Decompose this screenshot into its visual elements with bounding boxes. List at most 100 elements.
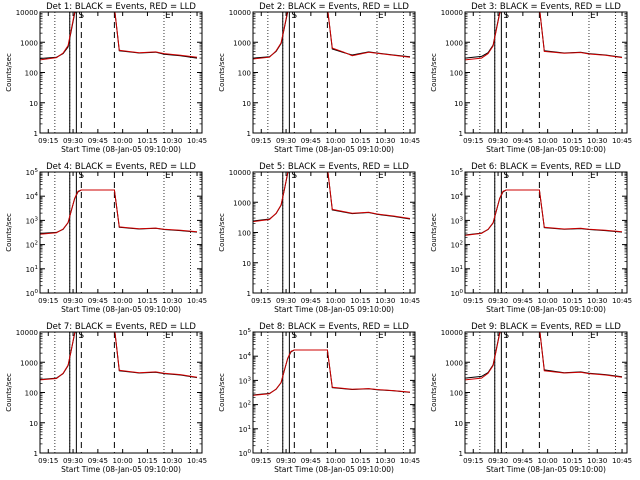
- x-tick-label: 10:45: [612, 297, 632, 305]
- x-tick-label: 09:30: [63, 137, 83, 145]
- x-tick-label: 10:15: [137, 457, 157, 465]
- y-tick-label: 10: [242, 260, 251, 268]
- panel-title: Det 7: BLACK = Events, RED = LLD: [46, 322, 196, 332]
- series-line-events: [40, 189, 198, 234]
- y-tick-label: 104: [451, 192, 464, 201]
- series-line-lld: [465, 12, 623, 61]
- x-tick-label: 09:45: [301, 137, 321, 145]
- x-tick-label: 10:00: [113, 137, 133, 145]
- y-tick-label: 101: [451, 265, 463, 274]
- x-tick-label: 09:15: [251, 297, 271, 305]
- y-tick-label: 1000: [20, 359, 38, 367]
- y-tick-label: 102: [239, 401, 251, 410]
- y-tick-label: 10000: [16, 329, 38, 337]
- y-tick-label: 101: [239, 425, 251, 434]
- x-tick-label: 10:15: [350, 457, 370, 465]
- x-tick-label: 10:30: [587, 137, 607, 145]
- y-tick-label: 1: [247, 130, 251, 138]
- x-tick-label: 10:45: [400, 297, 420, 305]
- x-tick-label: 10:45: [187, 457, 207, 465]
- x-tick-label: 09:15: [251, 137, 271, 145]
- plot-frame: [464, 11, 628, 134]
- x-tick-label: 09:15: [251, 457, 271, 465]
- panel-title: Det 1: BLACK = Events, RED = LLD: [46, 2, 196, 12]
- x-tick-label: 09:45: [513, 457, 533, 465]
- y-tick-label: 1: [247, 290, 251, 298]
- marker-label-end: E: [378, 171, 384, 181]
- x-tick-label: 09:30: [276, 457, 296, 465]
- plot-frame: [39, 331, 203, 454]
- y-tick-label: 105: [451, 168, 464, 177]
- plot-frame: [252, 11, 416, 134]
- x-tick-label: 10:45: [187, 297, 207, 305]
- plot-frame: [39, 171, 203, 294]
- series-line-lld: [253, 12, 411, 60]
- y-tick-label: 104: [239, 352, 252, 361]
- y-axis-label: Counts/sec: [5, 213, 13, 252]
- x-tick-label: 10:45: [187, 137, 207, 145]
- marker-label-start: S: [503, 11, 509, 21]
- y-tick-label: 102: [26, 241, 38, 250]
- series-line-events: [40, 12, 198, 59]
- y-tick-label: 103: [239, 376, 252, 385]
- x-tick-label: 10:30: [375, 137, 395, 145]
- panel-title: Det 5: BLACK = Events, RED = LLD: [259, 162, 409, 172]
- marker-label-end: E: [378, 331, 384, 341]
- panel-title: Det 4: BLACK = Events, RED = LLD: [46, 162, 196, 172]
- y-axis-label: Counts/sec: [430, 373, 438, 412]
- y-tick-label: 1000: [233, 199, 251, 207]
- x-tick-label: 09:45: [513, 137, 533, 145]
- x-tick-label: 10:00: [538, 457, 558, 465]
- x-tick-label: 09:15: [463, 297, 483, 305]
- y-tick-label: 100: [238, 70, 251, 78]
- panel-title: Det 2: BLACK = Events, RED = LLD: [259, 2, 409, 12]
- y-tick-label: 10: [242, 100, 251, 108]
- y-tick-label: 100: [238, 230, 251, 238]
- x-axis-label: Start Time (08-Jan-05 09:10:00): [486, 305, 606, 314]
- y-axis-label: Counts/sec: [218, 53, 226, 92]
- x-tick-label: 10:45: [612, 137, 632, 145]
- x-tick-label: 10:00: [538, 297, 558, 305]
- y-tick-label: 101: [26, 265, 38, 274]
- x-tick-label: 10:30: [375, 297, 395, 305]
- marker-label-start: S: [503, 331, 509, 341]
- x-tick-label: 09:45: [513, 297, 533, 305]
- plot-frame: [252, 331, 416, 454]
- plot-frame: [464, 171, 628, 294]
- x-tick-label: 09:45: [88, 457, 108, 465]
- y-tick-label: 1000: [445, 39, 463, 47]
- x-tick-label: 10:30: [162, 457, 182, 465]
- x-tick-label: 09:30: [63, 457, 83, 465]
- x-axis-label: Start Time (08-Jan-05 09:10:00): [61, 465, 181, 474]
- marker-label-start: S: [78, 171, 84, 181]
- y-tick-label: 10: [29, 100, 38, 108]
- x-tick-label: 10:15: [562, 457, 582, 465]
- y-tick-label: 1: [459, 450, 463, 458]
- y-axis-label: Counts/sec: [5, 53, 13, 92]
- marker-label-end: E: [590, 331, 596, 341]
- x-tick-label: 10:00: [326, 297, 346, 305]
- y-tick-label: 104: [26, 192, 39, 201]
- panel-title: Det 8: BLACK = Events, RED = LLD: [259, 322, 409, 332]
- y-tick-label: 1000: [20, 39, 38, 47]
- y-tick-label: 100: [25, 390, 38, 398]
- x-tick-label: 10:30: [587, 297, 607, 305]
- y-axis-label: Counts/sec: [218, 373, 226, 412]
- series-line-lld: [40, 189, 198, 235]
- x-axis-label: Start Time (08-Jan-05 09:10:00): [486, 465, 606, 474]
- panel-title: Det 3: BLACK = Events, RED = LLD: [471, 2, 621, 12]
- y-tick-label: 10: [29, 420, 38, 428]
- y-tick-label: 1: [34, 130, 38, 138]
- series-line-events: [465, 12, 623, 59]
- x-tick-label: 10:15: [137, 297, 157, 305]
- x-tick-label: 10:30: [375, 457, 395, 465]
- x-axis-label: Start Time (08-Jan-05 09:10:00): [486, 145, 606, 154]
- marker-label-start: S: [78, 331, 84, 341]
